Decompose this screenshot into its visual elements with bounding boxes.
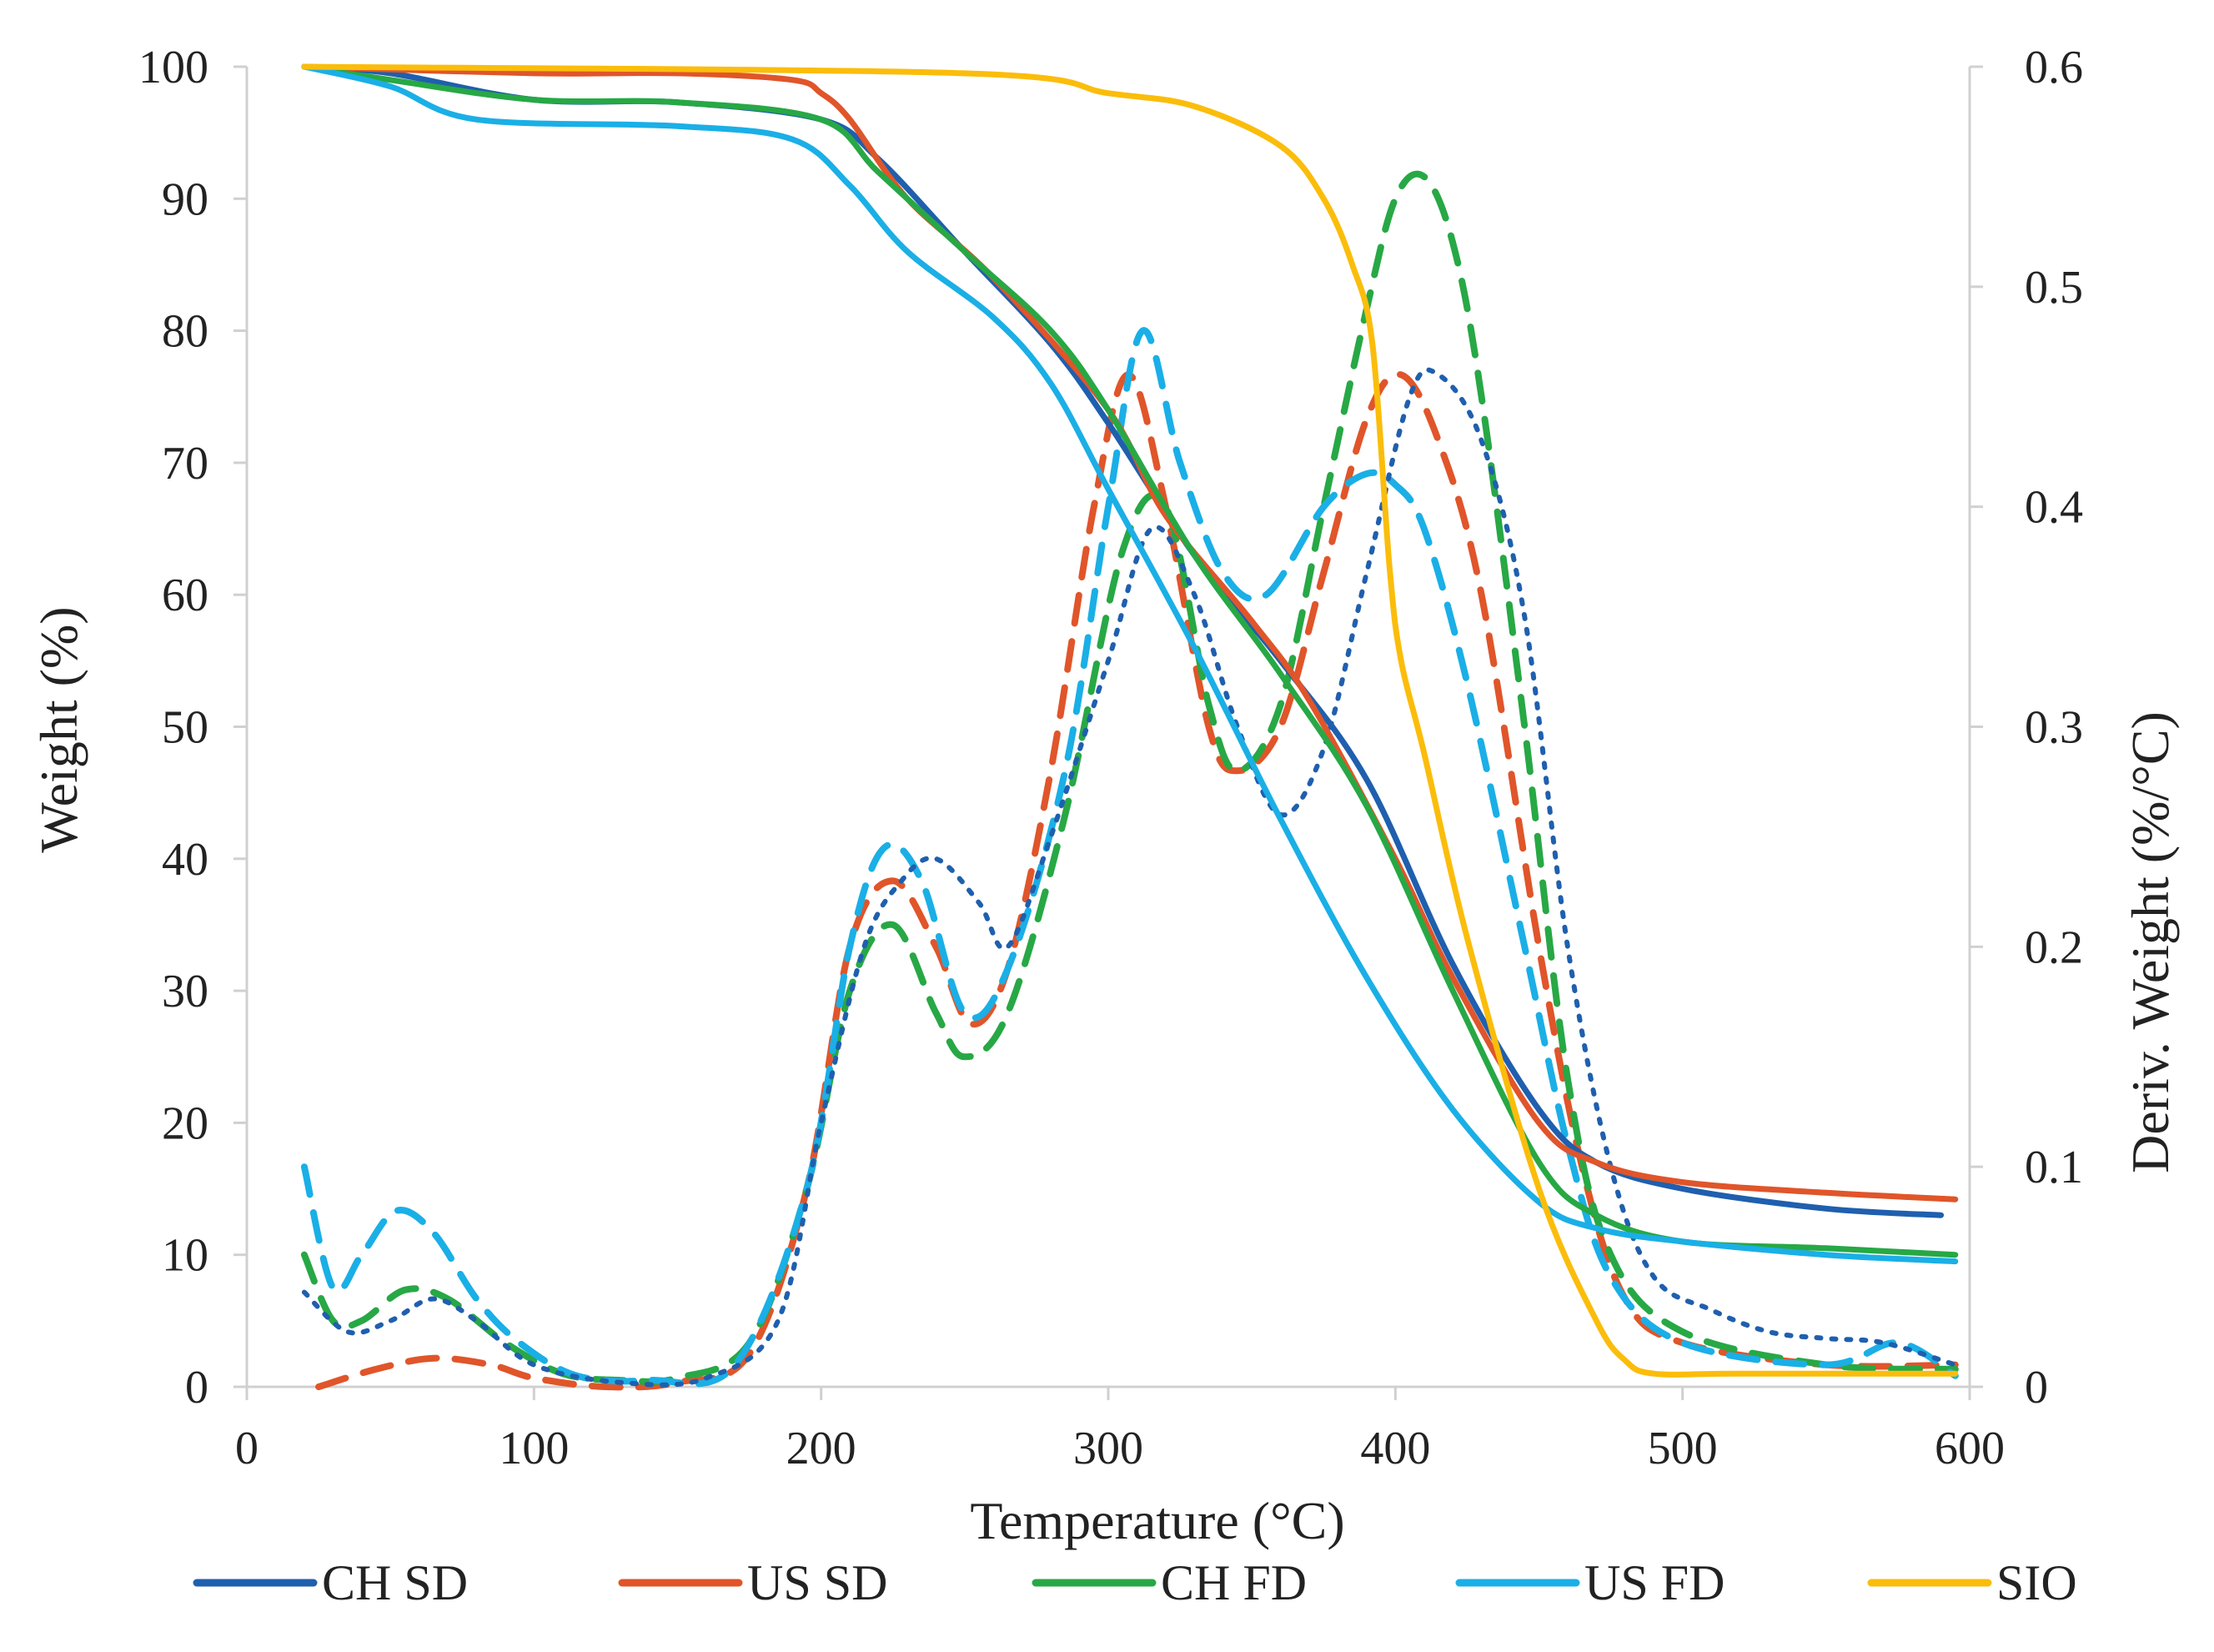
y-tick-label: 10 — [162, 1230, 208, 1282]
y-tick-label: 70 — [162, 438, 208, 490]
series-line-us-sd — [301, 63, 1959, 1203]
x-tick-label: 400 — [1360, 1423, 1430, 1474]
y-axis-title: Weight (%) — [29, 606, 88, 852]
y-tick-label: 50 — [162, 702, 208, 754]
series-line-ch-sd-deriv — [301, 367, 1958, 1388]
legend-label: CH SD — [322, 1555, 468, 1610]
legend-label: US SD — [747, 1555, 887, 1610]
series-line-us-fd-deriv — [300, 327, 1959, 1388]
legend: CH SD US SD CH FD US FD SIO — [193, 1555, 2077, 1610]
series-line-ch-fd — [301, 63, 1959, 1258]
y2-tick-label: 0.4 — [2025, 482, 2083, 534]
y2-tick-label: 0.1 — [2025, 1142, 2083, 1193]
y2-tick-label: 0.6 — [2025, 42, 2083, 93]
series-layer — [300, 63, 1959, 1391]
series-line-us-sd-deriv — [315, 370, 1959, 1391]
x-tick-label: 200 — [786, 1423, 856, 1474]
y-tick-label: 100 — [138, 42, 208, 93]
y-tick-label: 20 — [162, 1097, 208, 1149]
y-tick-label: 0 — [185, 1362, 208, 1413]
x-tick-label: 600 — [1935, 1423, 2005, 1474]
legend-label: US FD — [1584, 1555, 1725, 1610]
series-line-sio — [301, 63, 1959, 1378]
y-tick-label: 30 — [162, 966, 208, 1017]
legend-label: CH FD — [1161, 1555, 1307, 1610]
series-line-us-fd — [301, 63, 1959, 1265]
x-tick-label: 0 — [235, 1423, 259, 1474]
y-tick-label: 60 — [162, 570, 208, 621]
y2-tick-label: 0.3 — [2025, 702, 2083, 754]
axes: 0 100 200 300 400 500 600 0 10 20 30 40 50 60 70 80 90 10… — [138, 42, 2083, 1474]
x-axis-title: Temperature (°C) — [970, 1491, 1344, 1550]
legend-label: SIO — [1996, 1555, 2077, 1610]
series-line-ch-sd — [301, 63, 1945, 1218]
y2-tick-label: 0.2 — [2025, 921, 2083, 973]
x-tick-label: 300 — [1073, 1423, 1143, 1474]
series-line-ch-fd-deriv — [300, 170, 1959, 1385]
y-tick-label: 40 — [162, 834, 208, 886]
x-tick-label: 500 — [1648, 1423, 1718, 1474]
y2-tick-label: 0 — [2025, 1362, 2048, 1413]
x-tick-label: 100 — [499, 1423, 569, 1474]
y-tick-label: 80 — [162, 306, 208, 358]
y2-tick-label: 0.5 — [2025, 262, 2083, 314]
y2-axis-title: Deriv. Weight (%/°C) — [2121, 711, 2180, 1173]
y-tick-label: 90 — [162, 173, 208, 225]
